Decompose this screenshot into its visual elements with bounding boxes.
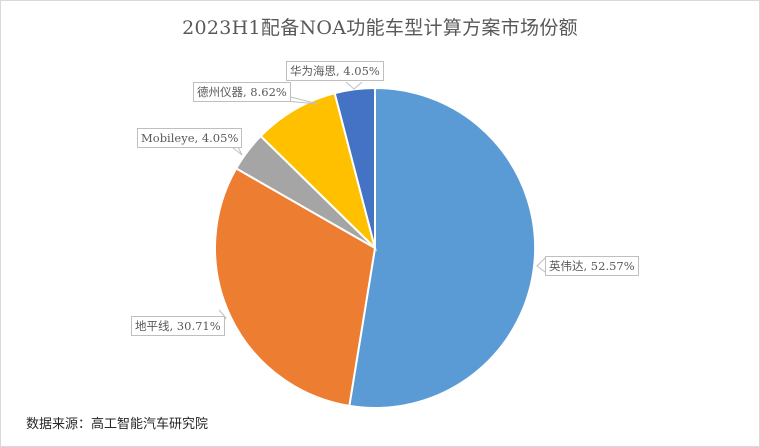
callout-mobileye: Mobileye, 4.05% — [137, 128, 243, 148]
slice-horizon — [214, 167, 377, 408]
slice-nvidia — [348, 86, 537, 409]
callout-ti: 德州仪器, 8.62% — [193, 82, 291, 102]
data-source-note: 数据来源：高工智能汽车研究院 — [26, 417, 209, 432]
slice-hisilicon — [333, 86, 376, 249]
callout-horizon: 地平线, 30.71% — [131, 316, 225, 336]
callout-hisilicon: 华为海思, 4.05% — [286, 61, 384, 81]
callout-nvidia: 英伟达, 52.57% — [545, 256, 639, 276]
slice-ti — [259, 91, 377, 252]
chart-title: 2023H1配备NOA功能车型计算方案市场份额 — [182, 17, 578, 39]
